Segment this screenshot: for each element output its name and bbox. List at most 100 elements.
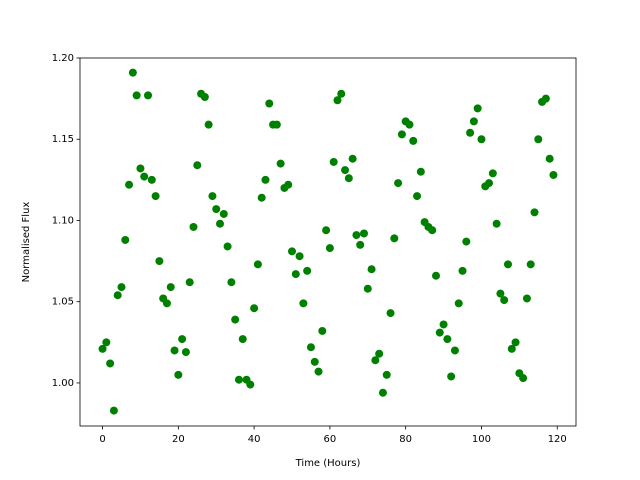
scatter-point — [223, 242, 232, 251]
scatter-point — [257, 193, 266, 202]
x-tick-label: 60 — [324, 434, 337, 445]
scatter-point — [541, 94, 550, 103]
x-tick-label: 0 — [99, 434, 105, 445]
scatter-point — [109, 406, 118, 415]
scatter-point — [132, 91, 141, 100]
scatter-point — [492, 219, 501, 228]
scatter-point — [162, 299, 171, 308]
scatter-point — [288, 247, 297, 256]
scatter-point — [503, 260, 512, 269]
scatter-point — [113, 291, 122, 300]
scatter-point — [147, 175, 156, 184]
scatter-point — [413, 192, 422, 201]
scatter-point — [454, 299, 463, 308]
scatter-point — [488, 169, 497, 178]
scatter-point — [306, 343, 315, 352]
scatter-point — [435, 328, 444, 337]
scatter-point — [106, 359, 115, 368]
scatter-point — [473, 104, 482, 113]
scatter-point — [231, 315, 240, 324]
scatter-point — [303, 266, 312, 275]
scatter-point — [276, 159, 285, 168]
x-tick-label: 40 — [248, 434, 261, 445]
scatter-point — [500, 296, 509, 305]
y-tick-label: 1.15 — [52, 134, 74, 145]
scatter-point — [291, 270, 300, 279]
scatter-point — [272, 120, 281, 129]
scatter-point — [238, 335, 247, 344]
scatter-point — [265, 99, 274, 108]
scatter-point — [284, 180, 293, 189]
scatter-point — [219, 209, 228, 218]
scatter-point — [359, 229, 368, 238]
scatter-point — [337, 89, 346, 98]
y-tick-label: 1.00 — [52, 378, 74, 389]
scatter-point — [405, 120, 414, 129]
scatter-point — [318, 326, 327, 335]
scatter-point — [125, 180, 134, 189]
y-tick-label: 1.10 — [52, 215, 74, 226]
scatter-point — [356, 240, 365, 249]
scatter-point — [344, 174, 353, 183]
x-tick-label: 80 — [399, 434, 412, 445]
scatter-point — [378, 388, 387, 397]
scatter-point — [522, 294, 531, 303]
scatter-point — [333, 96, 342, 105]
scatter-point — [325, 244, 334, 253]
scatter-point — [462, 237, 471, 246]
y-tick-label: 1.05 — [52, 297, 74, 308]
scatter-point — [117, 283, 126, 292]
scatter-point — [208, 192, 217, 201]
scatter-point — [363, 284, 372, 293]
y-tick-label: 1.20 — [52, 53, 74, 64]
scatter-point — [253, 260, 262, 269]
scatter-point — [193, 161, 202, 170]
scatter-point — [174, 370, 183, 379]
scatter-point — [189, 222, 198, 231]
scatter-point — [386, 309, 395, 318]
scatter-point — [250, 304, 259, 313]
scatter-point — [295, 252, 304, 261]
scatter-point — [526, 260, 535, 269]
plot-frame — [79, 57, 577, 427]
scatter-point — [469, 117, 478, 126]
scatter-point — [234, 375, 243, 384]
scatter-point — [322, 226, 331, 235]
scatter-point — [181, 348, 190, 357]
scatter-point — [121, 235, 130, 244]
scatter-point — [185, 278, 194, 287]
scatter-point — [477, 135, 486, 144]
scatter-point — [178, 335, 187, 344]
scatter-point — [545, 154, 554, 163]
scatter-point — [485, 179, 494, 188]
scatter-point — [530, 208, 539, 217]
scatter-point — [144, 91, 153, 100]
x-tick-label: 20 — [172, 434, 185, 445]
scatter-point — [329, 157, 338, 166]
scatter-point — [439, 320, 448, 329]
x-axis-label: Time (Hours) — [295, 458, 361, 469]
scatter-point — [447, 372, 456, 381]
scatter-point — [394, 179, 403, 188]
scatter-point — [246, 380, 255, 389]
scatter-point — [140, 172, 149, 181]
scatter-point — [216, 219, 225, 228]
x-tick-label: 100 — [472, 434, 491, 445]
scatter-point — [136, 164, 145, 173]
scatter-point — [128, 68, 137, 77]
scatter-point — [519, 374, 528, 383]
scatter-point — [212, 205, 221, 214]
scatter-point — [155, 257, 164, 266]
scatter-point — [204, 120, 213, 129]
scatter-point — [367, 265, 376, 274]
scatter-point — [314, 367, 323, 376]
scatter-point — [431, 271, 440, 280]
scatter-point — [390, 234, 399, 243]
scatter-point — [299, 299, 308, 308]
scatter-point — [371, 356, 380, 365]
scatter-point — [507, 344, 516, 353]
scatter-point — [341, 166, 350, 175]
scatter-point — [450, 346, 459, 355]
scatter-point — [416, 167, 425, 176]
